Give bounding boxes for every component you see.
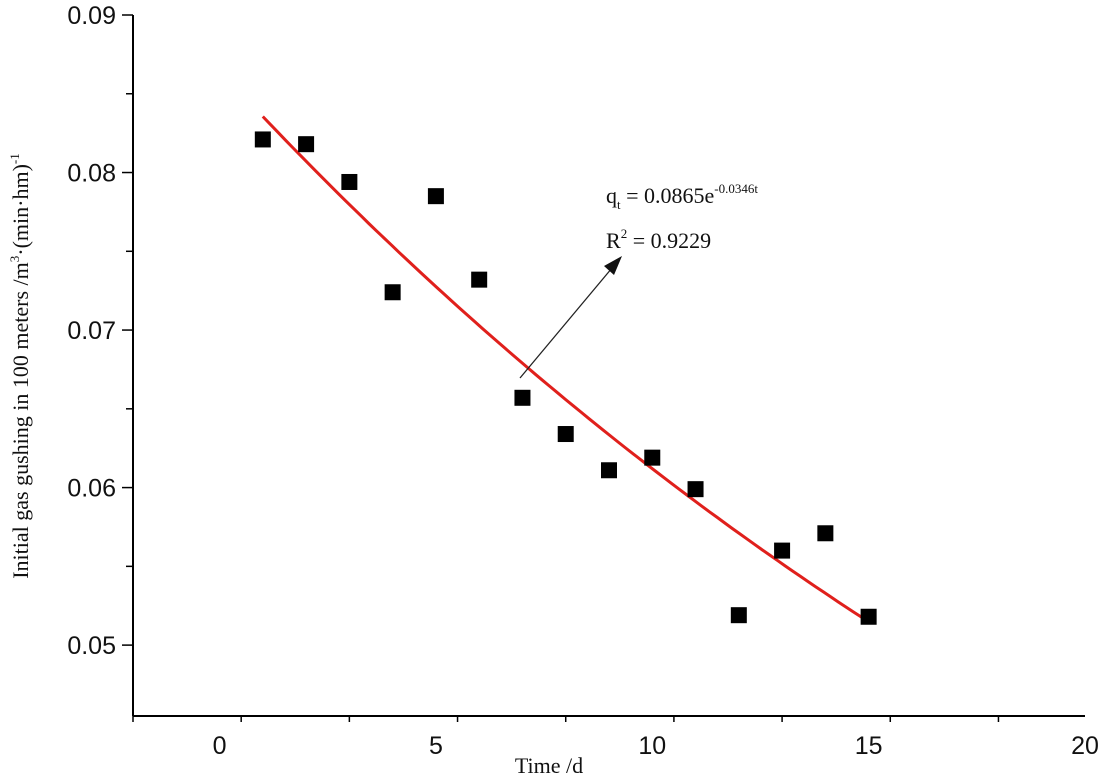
x-tick-label: 20 <box>1071 732 1099 760</box>
y-axis-title-sup1: 3 <box>7 256 22 263</box>
fit-equation: qt = 0.0865e-0.0346t <box>606 181 758 212</box>
data-point <box>817 525 834 542</box>
r-squared: R2 = 0.9229 <box>606 226 711 253</box>
r-squared-value: = 0.9229 <box>627 228 711 253</box>
r-squared-r: R <box>606 228 621 253</box>
fit-equation-exponent: -0.0346t <box>714 181 758 196</box>
fit-equation-body: = 0.0865e <box>621 183 715 208</box>
ticks <box>122 14 1000 722</box>
data-point <box>341 173 358 190</box>
data-point <box>687 481 704 498</box>
fit-curve <box>261 115 870 624</box>
data-point <box>427 188 444 205</box>
data-point <box>298 136 315 153</box>
x-tick-label: 10 <box>638 732 666 760</box>
data-point <box>601 462 617 479</box>
y-tick-label: 0.06 <box>67 475 116 503</box>
annotation-arrow-head <box>604 256 622 275</box>
data-point <box>774 542 791 559</box>
y-tick-label: 0.05 <box>67 632 116 660</box>
y-axis-title-sup2: -1 <box>7 153 22 164</box>
data-point <box>644 449 661 466</box>
fit-equation-subscript: t <box>617 197 621 212</box>
y-axis-title-main: Initial gas gushing in 100 meters /m <box>8 262 33 579</box>
tick-labels: 0 5 10 15 20 0.05 0.06 0.07 0.08 0.09 <box>67 2 1099 760</box>
y-axis-title: Initial gas gushing in 100 meters /m3·(m… <box>7 153 33 579</box>
axes <box>132 15 1085 717</box>
data-point <box>860 608 877 625</box>
data-point <box>384 284 401 301</box>
y-tick-label: 0.08 <box>67 160 116 188</box>
x-tick-label: 5 <box>429 732 443 760</box>
y-tick-label: 0.09 <box>67 2 116 30</box>
data-point <box>730 607 747 624</box>
data-point <box>471 271 488 288</box>
y-axis-title-mid: ·(min·hm) <box>8 164 33 256</box>
fit-equation-q: q <box>606 183 617 208</box>
y-tick-label: 0.07 <box>67 317 116 345</box>
data-point <box>254 131 271 148</box>
x-axis-title: Time /d <box>515 753 583 776</box>
annotation-arrow-line <box>519 267 613 379</box>
data-point <box>514 389 531 406</box>
fit-layer <box>261 115 870 624</box>
data-point <box>557 426 574 443</box>
points-layer <box>254 131 877 625</box>
x-tick-label: 0 <box>213 732 227 760</box>
annotation-arrow <box>519 256 622 379</box>
r-squared-sup: 2 <box>621 226 628 241</box>
x-tick-label: 15 <box>855 732 883 760</box>
